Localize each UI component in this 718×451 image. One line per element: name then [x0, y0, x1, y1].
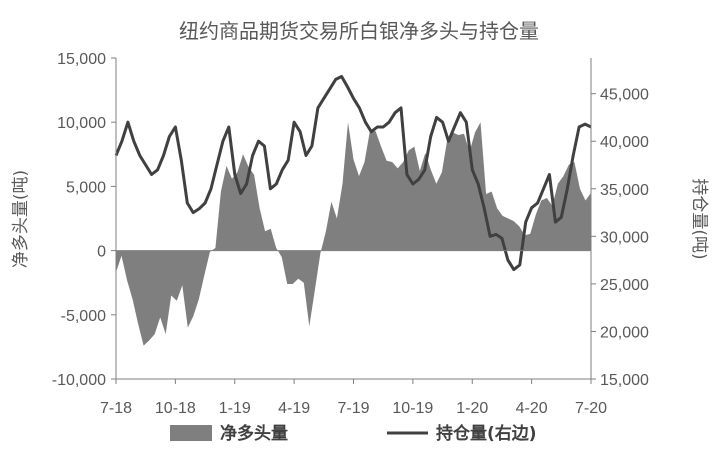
x-tick-label: 1-19 [219, 400, 251, 417]
legend-label-net-long: 净多头量 [220, 423, 288, 444]
right-tick-label: 15,000 [600, 372, 649, 389]
x-tick-label: 10-19 [392, 400, 433, 417]
x-tick-label: 7-20 [575, 400, 607, 417]
left-tick-label: 0 [97, 244, 106, 261]
open-interest-line [114, 75, 592, 272]
x-tick-label: 10-18 [155, 400, 196, 417]
open-interest-line-layer [114, 75, 592, 272]
x-tick-label: 7-18 [100, 400, 132, 417]
right-tick-label: 40,000 [600, 134, 649, 151]
right-y-axis-ticks: 15,000 20,000 25,000 30,000 35,000 40,000 45,0… [591, 87, 649, 389]
right-tick-label: 20,000 [600, 324, 649, 341]
x-tick-label: 4-19 [278, 400, 310, 417]
left-tick-label: 10,000 [57, 115, 106, 132]
left-tick-label: 5,000 [66, 179, 106, 196]
left-tick-label: -5,000 [61, 308, 106, 325]
right-tick-label: 45,000 [600, 87, 649, 104]
left-tick-label: -10,000 [52, 372, 106, 389]
x-tick-label: 7-19 [337, 400, 369, 417]
left-tick-label: 15,000 [57, 51, 106, 68]
right-tick-label: 25,000 [600, 277, 649, 294]
right-tick-label: 30,000 [600, 229, 649, 246]
net-long-area [116, 122, 591, 346]
left-y-axis-ticks: -10,000 -5,000 0 5,000 10,000 15,000 [52, 51, 116, 389]
right-y-axis-title: 持仓量(吨) [689, 178, 709, 259]
x-tick-label: 4-20 [516, 400, 548, 417]
legend-swatch-net-long [170, 425, 212, 441]
left-y-axis-title: 净多头量(吨) [11, 170, 31, 268]
plot-area [114, 58, 592, 380]
right-tick-label: 35,000 [600, 182, 649, 199]
legend-label-open-interest: 持仓量(右边) [436, 423, 537, 444]
x-axis-ticks: 7-18 10-18 1-19 4-19 7-19 10-19 1-20 4-20 7-20 [100, 379, 607, 417]
x-tick-label: 1-20 [456, 400, 488, 417]
chart-title: 纽约商品期货交易所白银净多头与持仓量 [179, 19, 539, 43]
net-long-area-layer [116, 122, 591, 346]
legend: 净多头量 持仓量(右边) [170, 423, 537, 444]
